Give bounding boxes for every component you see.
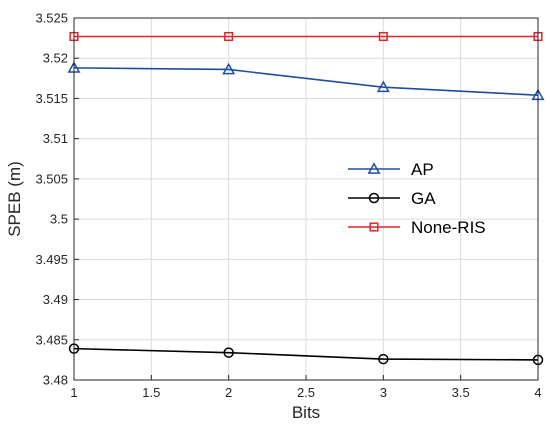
legend-label: AP (411, 160, 434, 179)
x-tick-label: 1.5 (142, 385, 160, 400)
data-point-ga (378, 353, 389, 365)
data-point-ga (223, 347, 234, 358)
legend-marker (368, 192, 380, 204)
y-tick-label: 3.52 (43, 51, 68, 66)
y-axis-label: SPEB (m) (5, 161, 24, 237)
y-tick-label: 3.49 (43, 292, 68, 307)
series-line-ap (73, 67, 539, 97)
x-tick-label: 2.5 (297, 385, 315, 400)
legend-marker (369, 222, 379, 232)
legend: AP GA None-RIS (348, 160, 486, 237)
y-tick-label: 3.5 (50, 212, 68, 227)
y-tick-label: 3.515 (35, 91, 68, 106)
legend-item-ap: AP (348, 160, 434, 179)
x-tick-label: 1 (70, 385, 77, 400)
x-tick-label: 3 (380, 385, 387, 400)
legend-item-none-ris: None-RIS (348, 218, 486, 237)
y-tick-label: 3.525 (35, 11, 68, 26)
data-point-none-ris (224, 31, 234, 42)
tick-labels: 1 1.5 2 2.5 3 3.5 4 3.48 3.485 3.49 3.495 3.5 3.505 3… (35, 11, 541, 401)
grid (73, 17, 539, 381)
y-tick-label: 3.485 (35, 332, 68, 347)
legend-label: None-RIS (411, 218, 486, 237)
y-tick-label: 3.495 (35, 252, 68, 267)
data-point-none-ris (378, 31, 388, 42)
y-tick-label: 3.505 (35, 171, 68, 186)
y-tick-label: 3.48 (43, 373, 68, 388)
x-tick-label: 2 (225, 385, 232, 400)
legend-marker (367, 162, 381, 174)
x-tick-label: 3.5 (452, 385, 470, 400)
x-axis-label: Bits (292, 403, 320, 422)
series-line-ga (73, 347, 539, 361)
x-tick-label: 4 (534, 385, 541, 400)
data-point-ap (376, 80, 390, 93)
legend-item-ga: GA (348, 189, 436, 208)
legend-label: GA (411, 189, 436, 208)
y-tick-label: 3.51 (43, 131, 68, 146)
data-point-ap (222, 62, 236, 75)
